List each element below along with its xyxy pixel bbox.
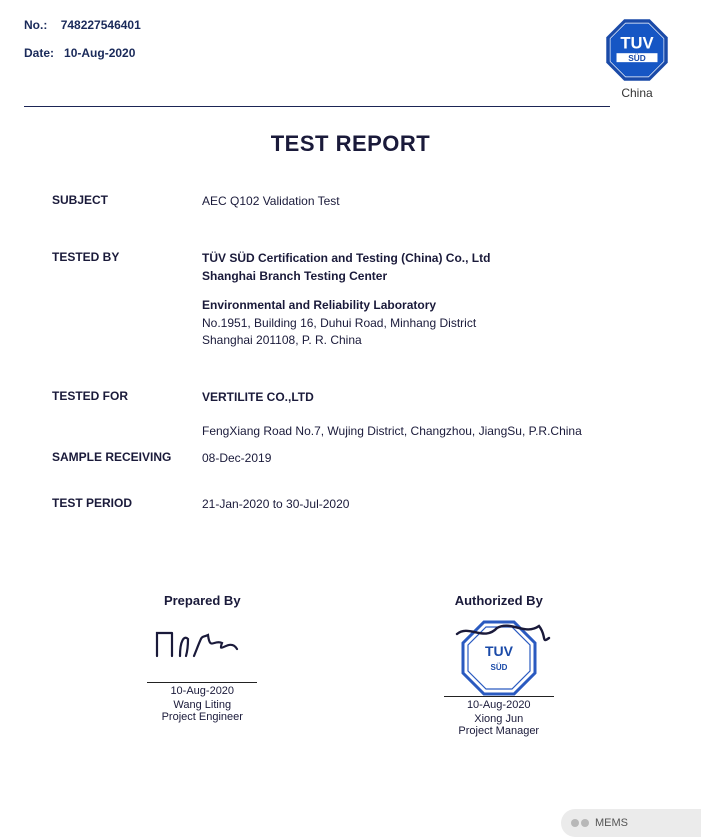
prepared-by-line bbox=[147, 682, 257, 683]
prepared-by-date: 10-Aug-2020 bbox=[102, 685, 302, 697]
logo-text-sud: SÜD bbox=[628, 53, 646, 63]
tested-by-lab: Environmental and Reliability Laboratory bbox=[202, 297, 677, 314]
date-label: Date: bbox=[24, 46, 54, 60]
tested-by-label: TESTED BY bbox=[52, 250, 202, 349]
authorized-by-title: Authorized By bbox=[399, 593, 599, 608]
authorized-by-signature: TUV SÜD bbox=[399, 618, 599, 688]
header-rule bbox=[24, 106, 610, 107]
field-tested-for: TESTED FOR VERTILITE CO.,LTD bbox=[52, 389, 677, 406]
field-subject: SUBJECT AEC Q102 Validation Test bbox=[52, 193, 677, 210]
logo-caption: China bbox=[597, 86, 677, 100]
authorized-by-date: 10-Aug-2020 bbox=[399, 699, 599, 711]
no-value: 748227546401 bbox=[61, 18, 141, 32]
field-tested-by: TESTED BY TÜV SÜD Certification and Test… bbox=[52, 250, 677, 349]
authorized-by-role: Project Manager bbox=[399, 725, 599, 737]
field-test-period: TEST PERIOD 21-Jan-2020 to 30-Jul-2020 bbox=[52, 496, 677, 513]
wechat-footer: MEMS bbox=[561, 809, 701, 837]
tuv-logo-block: TUV SÜD China bbox=[597, 18, 677, 100]
page-title: TEST REPORT bbox=[24, 131, 677, 157]
sample-receiving-label: SAMPLE RECEIVING bbox=[52, 450, 202, 467]
no-label: No.: bbox=[24, 18, 47, 32]
field-tested-for-addr: FengXiang Road No.7, Wujing District, Ch… bbox=[52, 423, 677, 440]
test-period-label: TEST PERIOD bbox=[52, 496, 202, 513]
test-period-value: 21-Jan-2020 to 30-Jul-2020 bbox=[202, 496, 677, 513]
prepared-by-title: Prepared By bbox=[102, 593, 302, 608]
tested-by-lab-block: Environmental and Reliability Laboratory… bbox=[202, 297, 677, 349]
report-number: No.: 748227546401 bbox=[24, 18, 141, 32]
tested-by-value: TÜV SÜD Certification and Testing (China… bbox=[202, 250, 677, 349]
report-date: Date: 10-Aug-2020 bbox=[24, 46, 141, 60]
sample-receiving-value: 08-Dec-2019 bbox=[202, 450, 677, 467]
tested-by-org2: Shanghai Branch Testing Center bbox=[202, 268, 677, 285]
header: No.: 748227546401 Date: 10-Aug-2020 TUV … bbox=[24, 18, 677, 100]
authorized-by-column: Authorized By TUV SÜD 10-Aug-2020 Xiong … bbox=[399, 593, 599, 737]
prepared-by-name: Wang Liting bbox=[102, 699, 302, 711]
logo-text-tuv: TUV bbox=[620, 34, 653, 53]
tested-for-address: FengXiang Road No.7, Wujing District, Ch… bbox=[202, 423, 677, 440]
subject-label: SUBJECT bbox=[52, 193, 202, 210]
tested-for-company: VERTILITE CO.,LTD bbox=[202, 389, 677, 406]
prepared-by-column: Prepared By 10-Aug-2020 Wang Liting Proj… bbox=[102, 593, 302, 737]
tested-by-addr1: No.1951, Building 16, Duhui Road, Minhan… bbox=[202, 316, 476, 330]
prepared-by-role: Project Engineer bbox=[102, 711, 302, 723]
tested-by-org1: TÜV SÜD Certification and Testing (China… bbox=[202, 250, 677, 267]
wechat-icon bbox=[571, 819, 589, 827]
header-left: No.: 748227546401 Date: 10-Aug-2020 bbox=[24, 18, 141, 74]
authorized-by-name: Xiong Jun bbox=[399, 713, 599, 725]
prepared-by-signature bbox=[102, 618, 302, 674]
tested-by-addr2: Shanghai 201108, P. R. China bbox=[202, 333, 362, 347]
field-sample-receiving: SAMPLE RECEIVING 08-Dec-2019 bbox=[52, 450, 677, 467]
tested-for-value: VERTILITE CO.,LTD bbox=[202, 389, 677, 406]
svg-text:SÜD: SÜD bbox=[490, 663, 507, 672]
wechat-label: MEMS bbox=[595, 817, 628, 829]
tested-for-label: TESTED FOR bbox=[52, 389, 202, 406]
tuv-logo-icon: TUV SÜD bbox=[605, 18, 669, 82]
fields-block: SUBJECT AEC Q102 Validation Test TESTED … bbox=[24, 193, 677, 513]
subject-value: AEC Q102 Validation Test bbox=[202, 193, 677, 210]
svg-text:TUV: TUV bbox=[485, 643, 514, 659]
date-value: 10-Aug-2020 bbox=[64, 46, 135, 60]
signature-area: Prepared By 10-Aug-2020 Wang Liting Proj… bbox=[24, 593, 677, 737]
